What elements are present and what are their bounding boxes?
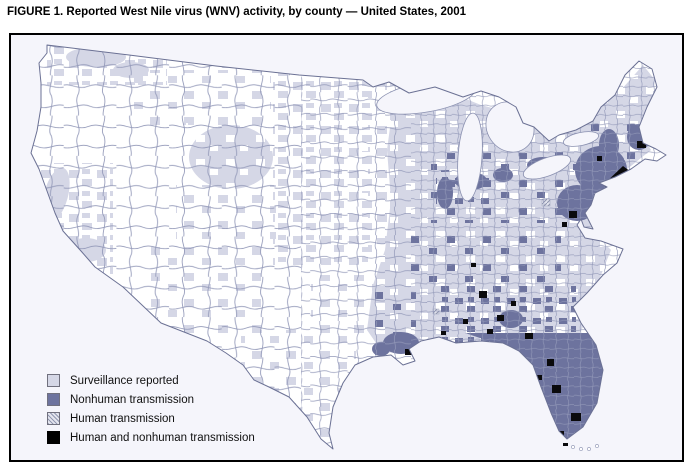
legend-swatch-nonhuman (47, 393, 60, 406)
lake-erie (522, 154, 572, 180)
lake-michigan (457, 112, 483, 202)
legend-swatch-surveillance (47, 374, 60, 387)
legend-label-human-and-nonhuman: Human and nonhuman transmission (70, 431, 255, 444)
map-panel: Surveillance reported Nonhuman transmiss… (9, 33, 684, 462)
legend-label-surveillance: Surveillance reported (70, 374, 179, 387)
legend-item-human-transmission: Human transmission (47, 409, 255, 428)
florida-keys (563, 443, 599, 451)
lake-ontario (562, 131, 600, 147)
us-outline (30, 44, 667, 450)
legend-swatch-human-and-nonhuman (47, 431, 60, 444)
legend-swatch-human (47, 412, 60, 425)
legend-label-nonhuman: Nonhuman transmission (70, 393, 195, 406)
us-county-map (30, 44, 667, 451)
legend: Surveillance reported Nonhuman transmiss… (47, 371, 255, 447)
legend-item-nonhuman-transmission: Nonhuman transmission (47, 390, 255, 409)
legend-label-human: Human transmission (70, 412, 175, 425)
legend-item-human-and-nonhuman-transmission: Human and nonhuman transmission (47, 428, 255, 447)
legend-item-surveillance-reported: Surveillance reported (47, 371, 255, 390)
figure-title: FIGURE 1. Reported West Nile virus (WNV)… (7, 6, 467, 18)
